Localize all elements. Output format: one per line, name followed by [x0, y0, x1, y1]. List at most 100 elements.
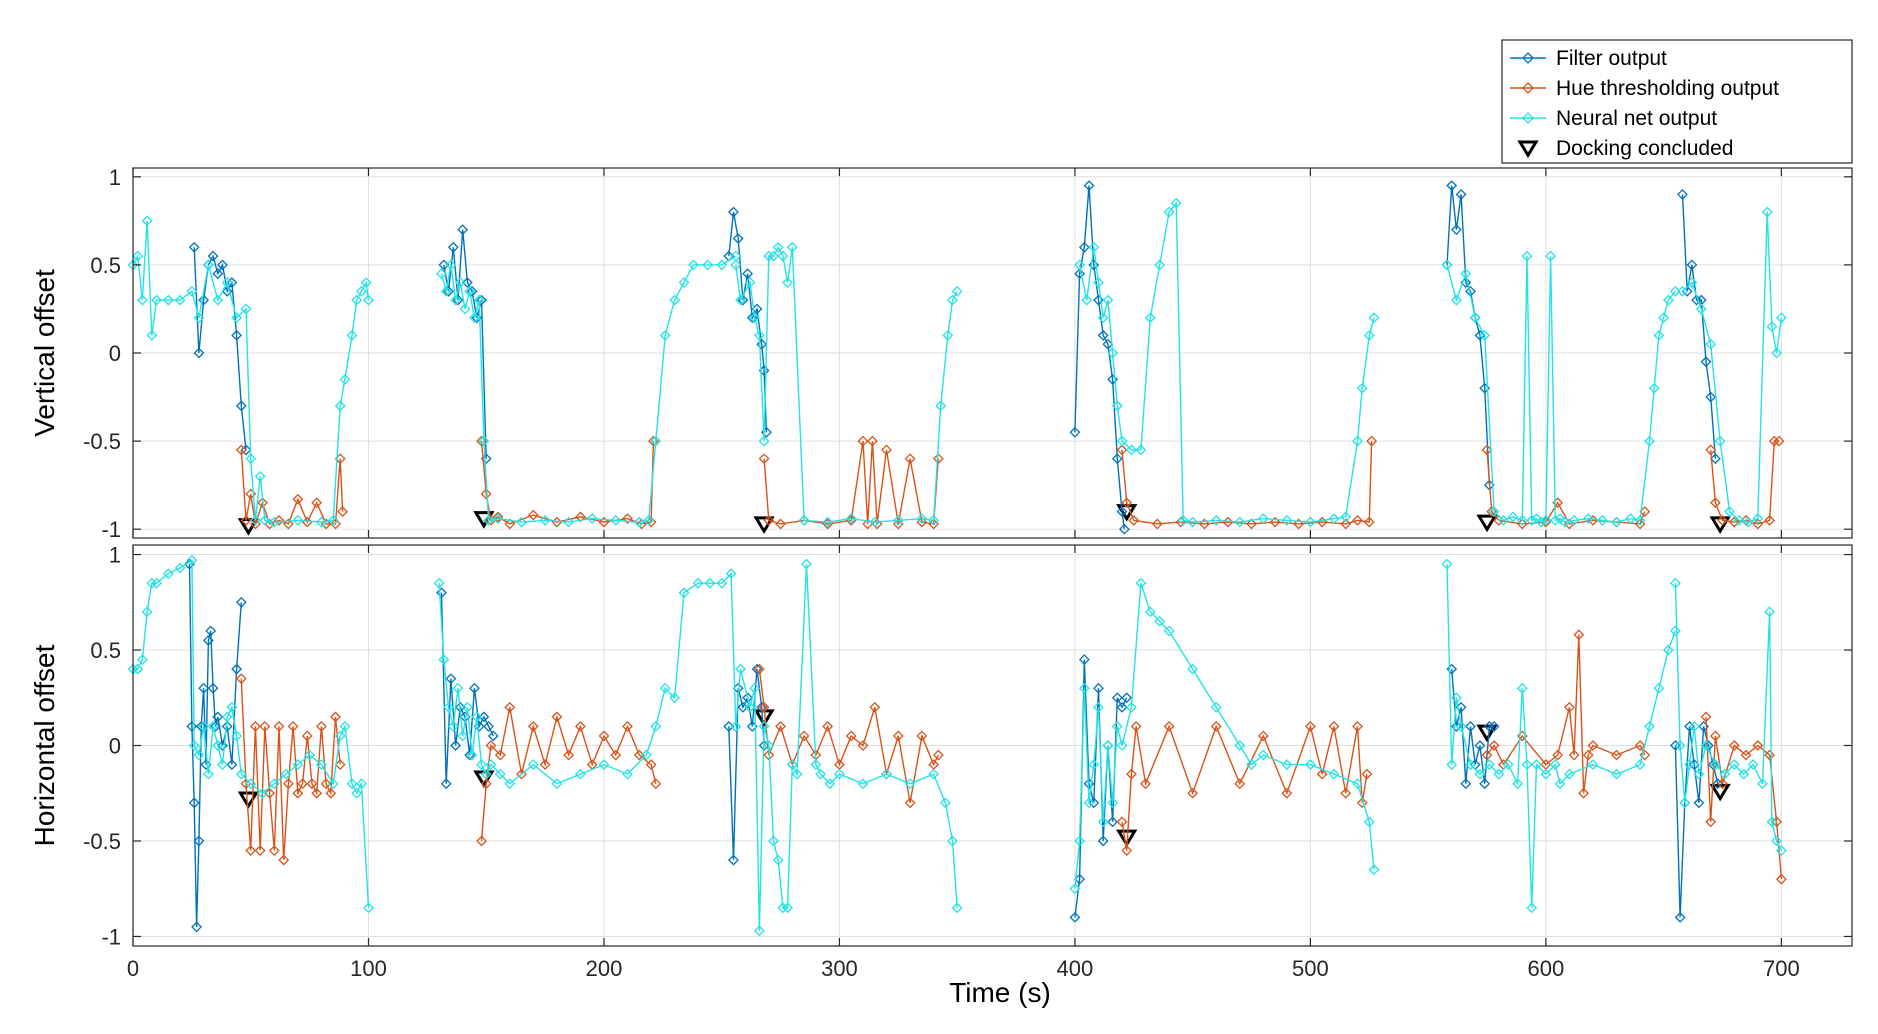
data-point	[1479, 329, 1491, 341]
y-tick-label: 0.5	[90, 253, 121, 278]
data-point	[235, 596, 247, 608]
data-point	[1281, 759, 1293, 771]
data-point	[1088, 241, 1100, 253]
data-point	[212, 294, 224, 306]
data-point	[1163, 625, 1175, 637]
data-point	[478, 711, 490, 723]
data-point	[763, 514, 775, 526]
data-point	[1488, 720, 1500, 732]
data-point	[1688, 720, 1700, 732]
data-point	[1498, 514, 1509, 526]
data-point	[202, 259, 214, 271]
data-point	[346, 778, 358, 790]
data-point	[782, 902, 794, 914]
data-point	[469, 312, 480, 324]
docking-marker	[237, 518, 260, 536]
data-point	[1078, 241, 1090, 253]
data-point	[315, 720, 327, 732]
data-point	[1126, 768, 1137, 780]
data-point	[327, 514, 339, 526]
data-point	[457, 730, 469, 742]
data-point	[1154, 259, 1166, 271]
data-point	[273, 720, 285, 732]
data-point	[1088, 797, 1100, 809]
data-point	[1328, 513, 1340, 525]
data-point	[928, 514, 940, 526]
data-point	[450, 740, 462, 751]
data-point	[1483, 720, 1495, 732]
data-point	[1771, 835, 1783, 847]
x-tick-label: 0	[127, 956, 139, 981]
data-point	[744, 277, 756, 288]
data-point	[1653, 329, 1665, 341]
data-point	[447, 720, 459, 732]
data-point	[212, 268, 224, 280]
data-point	[1257, 730, 1269, 742]
data-point	[1705, 444, 1717, 456]
data-point	[688, 259, 699, 271]
data-point	[622, 768, 633, 780]
legend-label: Docking concluded	[1556, 137, 1733, 160]
data-point	[1728, 740, 1740, 751]
data-point	[1093, 682, 1104, 694]
data-point	[1634, 740, 1646, 751]
series-line	[1682, 211, 1783, 523]
panel-horizontal: 1 0.5 0 -0.5 -1 Horizontal offset	[29, 543, 1853, 949]
x-tick-label: 700	[1763, 956, 1800, 981]
series-line	[188, 564, 242, 927]
data-point	[1549, 514, 1561, 526]
data-point	[1187, 516, 1199, 528]
data-point	[1714, 435, 1726, 447]
data-point	[1234, 740, 1246, 751]
data-point	[445, 673, 457, 685]
data-point	[1691, 294, 1702, 306]
data-point	[1662, 294, 1674, 306]
data-point	[527, 759, 539, 771]
data-point	[1526, 902, 1538, 914]
data-point	[186, 285, 198, 297]
data-point	[1210, 701, 1222, 713]
data-point	[226, 277, 238, 288]
data-point	[1669, 285, 1681, 297]
data-point	[363, 902, 374, 914]
data-point	[1465, 759, 1476, 771]
data-point	[1126, 701, 1137, 713]
data-point	[1648, 382, 1660, 394]
data-point	[866, 435, 878, 447]
data-point	[1493, 768, 1505, 780]
data-point	[1684, 759, 1695, 771]
data-point	[1578, 787, 1589, 799]
data-point	[221, 720, 233, 732]
data-point	[1083, 797, 1095, 809]
data-point	[311, 497, 323, 509]
series-line	[240, 678, 341, 861]
data-point	[1177, 514, 1189, 526]
data-point	[1111, 692, 1123, 704]
data-point	[209, 720, 221, 732]
data-point	[1135, 444, 1147, 456]
series-line	[1446, 564, 1677, 908]
series-line	[1486, 634, 1646, 794]
series-hue-thresholding-output	[235, 629, 1787, 885]
data-point	[1154, 615, 1166, 627]
legend-box	[1501, 39, 1853, 164]
data-point	[563, 516, 575, 528]
series-line	[1078, 201, 1375, 523]
data-point	[1669, 625, 1681, 637]
data-point	[1677, 189, 1688, 200]
data-point	[1356, 382, 1368, 394]
data-point	[1126, 444, 1137, 456]
data-point	[454, 277, 466, 288]
data-point	[198, 720, 210, 732]
gridlines	[132, 545, 1852, 946]
data-point	[1634, 514, 1646, 526]
data-point	[1116, 506, 1128, 517]
data-point	[723, 720, 735, 732]
data-point	[756, 338, 768, 350]
data-point	[480, 778, 492, 790]
data-point	[151, 294, 162, 306]
data-point	[1078, 654, 1090, 665]
data-point	[1446, 759, 1458, 771]
data-point	[1742, 516, 1754, 528]
data-point	[268, 778, 280, 790]
